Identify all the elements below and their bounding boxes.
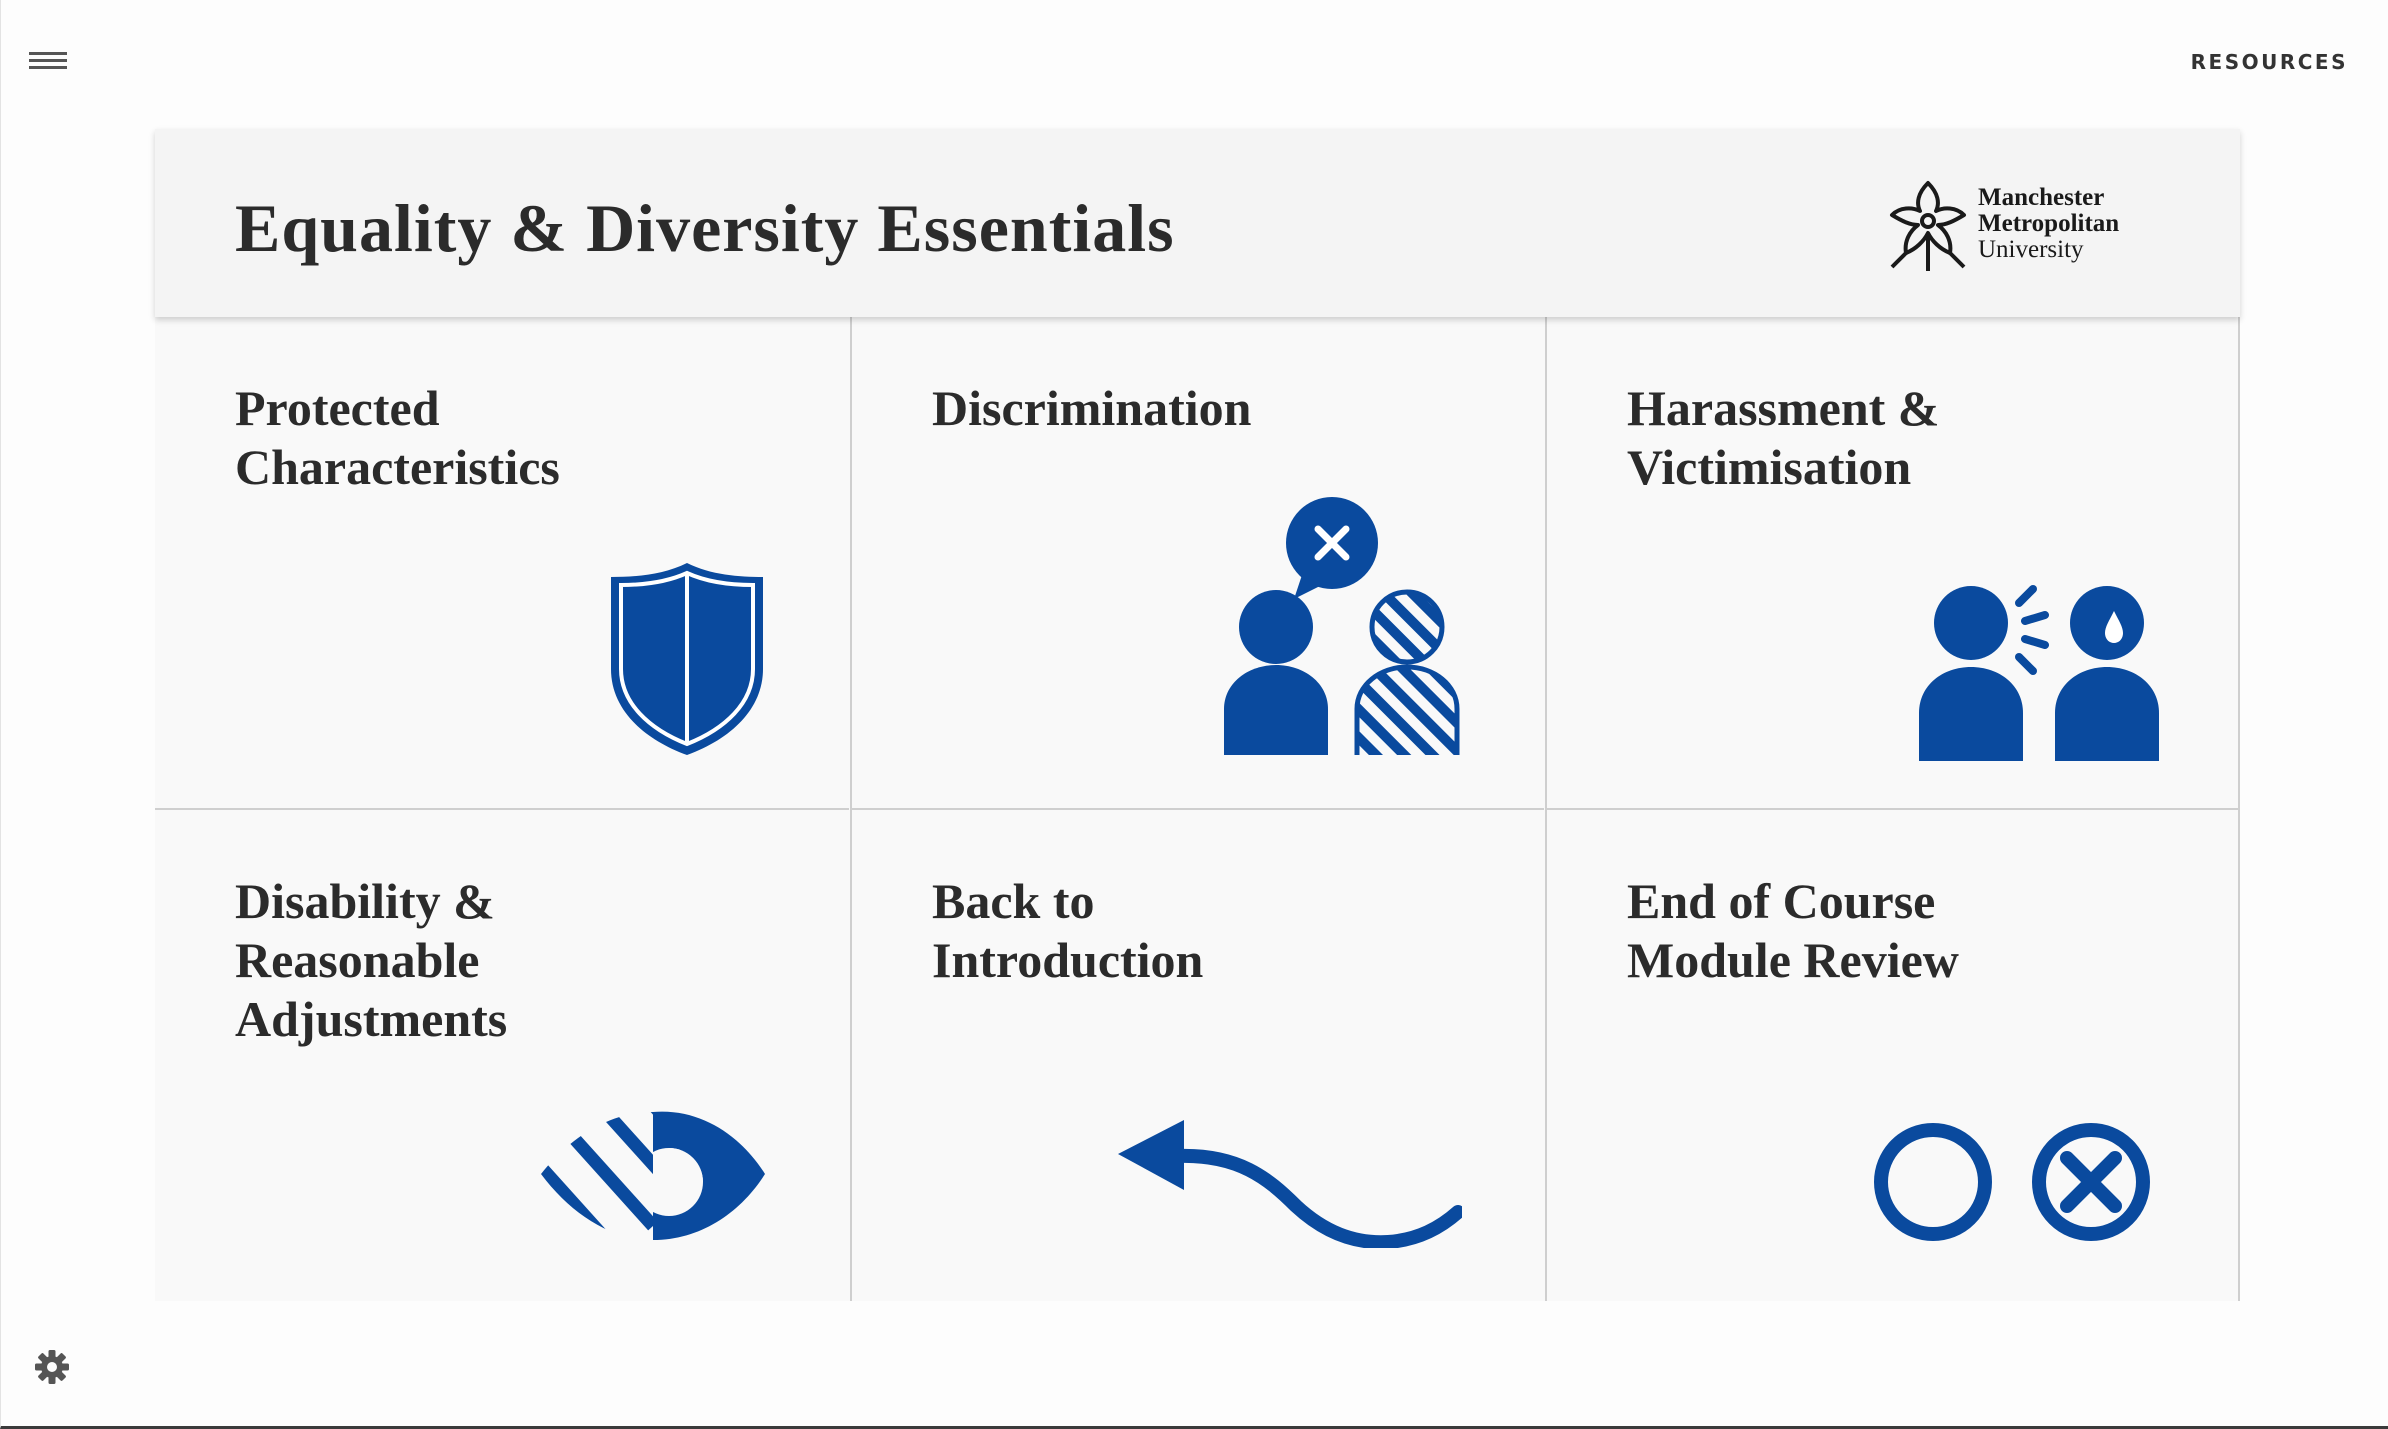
tile-label: End of Course Module Review bbox=[1627, 873, 1959, 988]
impaired-eye-icon bbox=[541, 1111, 765, 1240]
module-grid: Protected Characteristics Discrimination bbox=[155, 317, 2240, 1301]
main-card: Equality & Diversity Essentials Manchest… bbox=[155, 129, 2240, 1301]
logo-line-3: University bbox=[1978, 236, 2084, 263]
tile-label: Discrimination bbox=[932, 380, 1252, 436]
university-name: Manchester Metropolitan University bbox=[1978, 185, 2119, 263]
tile-harassment-victimisation[interactable]: Harassment & Victimisation bbox=[1545, 317, 2240, 808]
course-header: Equality & Diversity Essentials Manchest… bbox=[155, 129, 2240, 317]
circle-and-cross-icon bbox=[1874, 1123, 2150, 1241]
university-logo: Manchester Metropolitan University bbox=[1882, 177, 2152, 277]
tile-discrimination[interactable]: Discrimination bbox=[850, 317, 1544, 808]
gear-icon[interactable] bbox=[33, 1348, 71, 1386]
tile-label: Harassment & Victimisation bbox=[1627, 380, 1940, 495]
harassment-people-icon bbox=[1919, 585, 2159, 761]
curved-back-arrow-icon bbox=[1118, 1120, 1462, 1248]
tile-back-to-introduction[interactable]: Back to Introduction bbox=[850, 808, 1544, 1301]
logo-line-2: Metropolitan bbox=[1978, 210, 2120, 237]
hamburger-menu-icon[interactable] bbox=[29, 52, 67, 82]
discrimination-people-icon bbox=[1224, 497, 1460, 755]
resources-link[interactable]: RESOURCES bbox=[2190, 50, 2348, 74]
university-emblem-icon bbox=[1890, 181, 1966, 271]
tile-disability-reasonable-adjustments[interactable]: Disability & Reasonable Adjustments bbox=[155, 808, 849, 1301]
shield-icon bbox=[611, 563, 763, 755]
tile-label: Back to Introduction bbox=[932, 873, 1204, 988]
tile-label: Protected Characteristics bbox=[235, 380, 560, 495]
logo-line-1: Manchester bbox=[1978, 184, 2105, 211]
page-title: Equality & Diversity Essentials bbox=[235, 190, 1175, 266]
tile-protected-characteristics[interactable]: Protected Characteristics bbox=[155, 317, 849, 808]
tile-label: Disability & Reasonable Adjustments bbox=[235, 873, 508, 1047]
tile-end-of-course-module-review[interactable]: End of Course Module Review bbox=[1545, 808, 2240, 1301]
